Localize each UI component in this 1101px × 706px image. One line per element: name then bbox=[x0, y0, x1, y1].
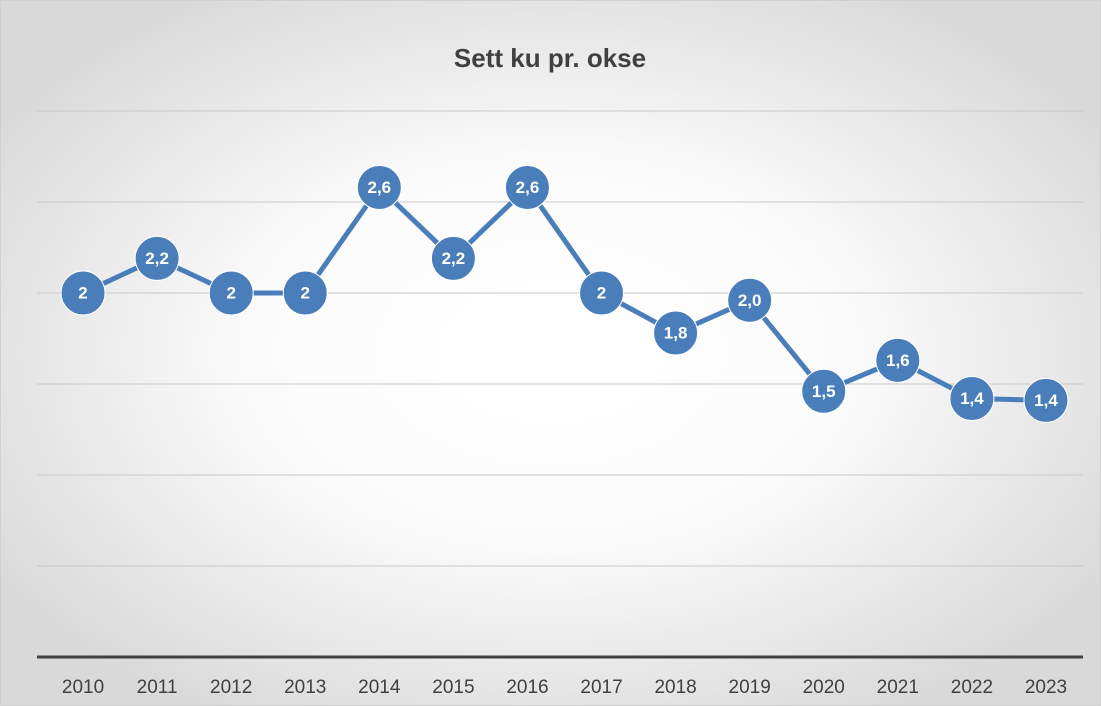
x-tick-label: 2015 bbox=[432, 677, 474, 698]
data-label: 2,6 bbox=[516, 178, 540, 197]
data-label: 2,0 bbox=[738, 291, 762, 310]
x-tick-label: 2021 bbox=[877, 677, 919, 698]
data-point bbox=[504, 164, 550, 210]
data-label: 2,2 bbox=[145, 249, 169, 268]
data-point bbox=[1023, 377, 1069, 423]
data-point bbox=[430, 235, 476, 281]
x-tick-label: 2017 bbox=[580, 677, 622, 698]
data-label: 1,6 bbox=[886, 351, 910, 370]
data-point bbox=[208, 270, 254, 316]
x-tick-label: 2023 bbox=[1025, 677, 1067, 698]
data-point bbox=[949, 376, 995, 422]
data-point bbox=[134, 235, 180, 281]
chart-title: Sett ku pr. okse bbox=[454, 43, 646, 73]
data-label: 2 bbox=[226, 283, 235, 302]
data-point bbox=[282, 270, 328, 316]
data-point bbox=[801, 368, 847, 414]
x-tick-label: 2016 bbox=[506, 677, 548, 698]
data-label: 1,4 bbox=[960, 389, 984, 408]
data-label: 2 bbox=[301, 283, 310, 302]
data-point bbox=[60, 270, 106, 316]
data-point bbox=[875, 337, 921, 383]
x-tick-label: 2020 bbox=[803, 677, 845, 698]
data-point bbox=[653, 310, 699, 356]
data-point bbox=[579, 270, 625, 316]
data-label: 2 bbox=[597, 283, 606, 302]
x-tick-label: 2019 bbox=[729, 677, 771, 698]
data-point bbox=[727, 277, 773, 323]
data-label: 1,4 bbox=[1034, 391, 1058, 410]
x-tick-label: 2011 bbox=[137, 677, 178, 698]
data-label: 2,6 bbox=[368, 178, 392, 197]
x-tick-label: 2014 bbox=[358, 677, 401, 698]
data-label: 1,8 bbox=[664, 324, 688, 343]
x-tick-label: 2022 bbox=[951, 677, 993, 698]
data-label: 2,2 bbox=[442, 249, 466, 268]
x-tick-label: 2013 bbox=[284, 677, 326, 698]
data-point bbox=[356, 164, 402, 210]
data-label: 2 bbox=[78, 283, 87, 302]
data-label: 1,5 bbox=[812, 382, 836, 401]
x-tick-label: 2010 bbox=[62, 677, 104, 698]
x-tick-label: 2018 bbox=[654, 677, 696, 698]
x-tick-label: 2012 bbox=[210, 677, 252, 698]
